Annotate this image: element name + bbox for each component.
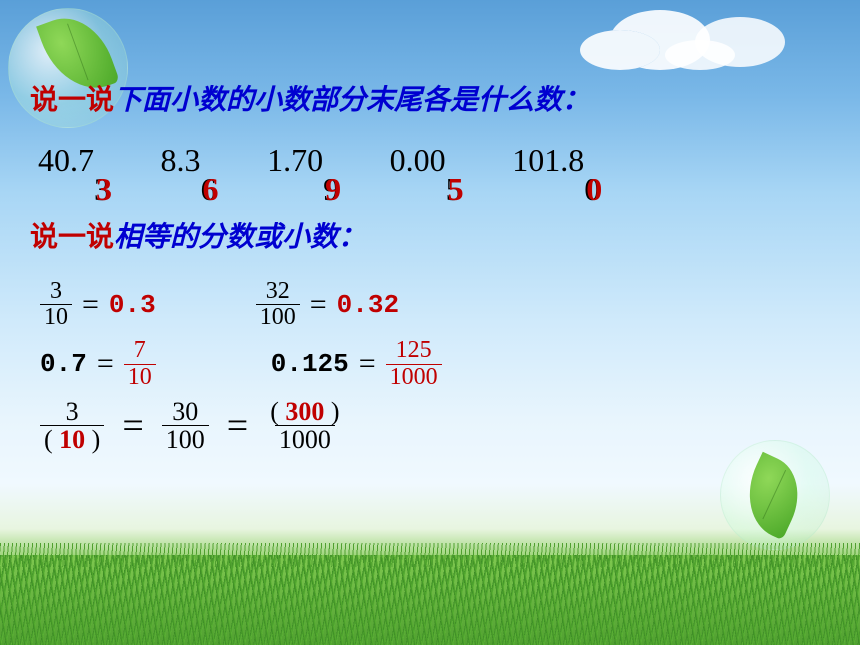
slide-content: 说一说下面小数的小数部分末尾各是什么数： 40.733 8.366 1.7099… [30, 78, 830, 461]
clouds [560, 20, 780, 80]
result-0.3: 0.3 [109, 290, 156, 320]
decimal-5: 101.800 [512, 142, 603, 179]
heading-1-blue: 下面小数的小数部分末尾各是什么数： [114, 85, 590, 116]
frac-paren300-1000: ( 300 ) 1000 [266, 398, 343, 454]
equals-icon: = [97, 347, 114, 381]
lhs-0.125: 0.125 [271, 349, 349, 379]
decimal-3: 1.7099 [267, 142, 342, 179]
result-0.32: 0.32 [337, 290, 399, 320]
eq-1b: 32 100 = 0.32 [256, 279, 399, 330]
frac-30-100: 30 100 [162, 398, 209, 454]
paren-den: ( 10 ) [40, 425, 104, 453]
frac-125-1000: 125 1000 [386, 338, 442, 389]
heading-2-blue: 相等的分数或小数： [114, 222, 366, 253]
eq-1a: 3 10 = 0.3 [40, 279, 156, 330]
equals-icon: = [227, 404, 248, 448]
equals-icon: = [359, 347, 376, 381]
equation-row-1: 3 10 = 0.3 32 100 = 0.32 [40, 279, 830, 330]
frac-3-paren10: 3 ( 10 ) [40, 398, 104, 454]
decimal-2-prefix: 8.3 [161, 142, 201, 178]
eq-2b: 0.125 = 125 1000 [271, 338, 442, 389]
frac-32-100: 32 100 [256, 279, 300, 330]
heading-2-red: 说一说 [30, 222, 114, 253]
equation-row-3: 3 ( 10 ) = 30 100 = ( 300 ) 1000 [40, 398, 830, 454]
equals-icon: = [310, 288, 327, 322]
decimals-row: 40.733 8.366 1.7099 0.0055 101.800 [38, 142, 830, 179]
heading-2: 说一说相等的分数或小数： [30, 215, 830, 255]
decimal-2: 8.366 [161, 142, 220, 179]
decimal-4: 0.0055 [390, 142, 465, 179]
decimal-3-prefix: 1.70 [267, 142, 323, 178]
grass [0, 555, 860, 645]
decimal-5-prefix: 101.8 [512, 142, 584, 178]
decimal-4-prefix: 0.00 [390, 142, 446, 178]
frac-7-10: 7 10 [124, 338, 156, 389]
paren-num: ( 300 ) [266, 398, 343, 425]
decimal-1: 40.733 [38, 142, 113, 179]
heading-1-red: 说一说 [30, 85, 114, 116]
equation-row-2: 0.7 = 7 10 0.125 = 125 1000 [40, 338, 830, 389]
frac-3-10: 3 10 [40, 279, 72, 330]
heading-1: 说一说下面小数的小数部分末尾各是什么数： [30, 78, 830, 118]
decimal-1-prefix: 40.7 [38, 142, 94, 178]
eq-2a: 0.7 = 7 10 [40, 338, 156, 389]
equals-icon: = [122, 404, 143, 448]
lhs-0.7: 0.7 [40, 349, 87, 379]
equals-icon: = [82, 288, 99, 322]
